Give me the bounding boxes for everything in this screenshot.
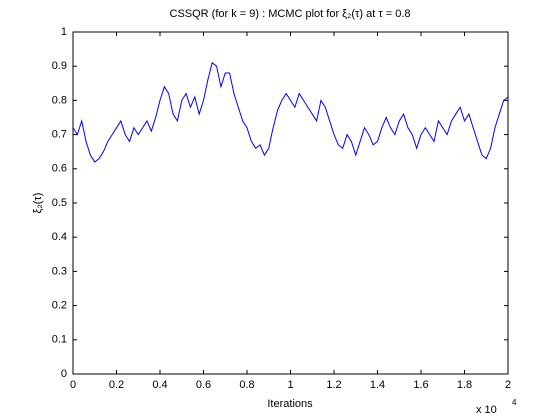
plot-area <box>72 31 509 375</box>
y-tick-label: 1 <box>61 26 67 38</box>
x-multiplier-exponent: 4 <box>512 398 517 407</box>
y-tick-label: 0.8 <box>52 94 67 106</box>
x-tick-label: 0 <box>70 379 76 391</box>
y-tick-label: 0.7 <box>52 129 67 141</box>
y-tick-label: 0.5 <box>52 197 67 209</box>
x-tick-label: 2 <box>505 379 511 391</box>
trace-line <box>72 61 509 163</box>
y-tick-label: 0.4 <box>52 231 67 243</box>
x-tick-label: 0.8 <box>239 379 254 391</box>
x-tick-label: 0.6 <box>196 379 211 391</box>
x-tick-label: 1.2 <box>326 379 341 391</box>
y-tick-label: 0.1 <box>52 334 67 346</box>
y-axis-label: ξ₂(τ) <box>32 193 44 214</box>
chart-title: CSSQR (for k = 9) : MCMC plot for ξ₂(τ) … <box>170 8 411 20</box>
y-tick-label: 0 <box>61 368 67 380</box>
y-tick-label: 0.3 <box>52 265 67 277</box>
y-tick-label: 0.2 <box>52 300 67 312</box>
y-tick-label: 0.9 <box>52 60 67 72</box>
x-tick-label: 0.4 <box>152 379 167 391</box>
x-axis-label: Iterations <box>267 398 313 410</box>
x-tick-label: 1 <box>287 379 293 391</box>
x-tick-label: 1.8 <box>457 379 472 391</box>
y-tick-label: 0.6 <box>52 163 67 175</box>
x-tick-label: 1.4 <box>370 379 385 391</box>
x-tick-label: 0.2 <box>109 379 124 391</box>
x-multiplier: x 10 <box>476 404 497 416</box>
x-tick-label: 1.6 <box>413 379 428 391</box>
